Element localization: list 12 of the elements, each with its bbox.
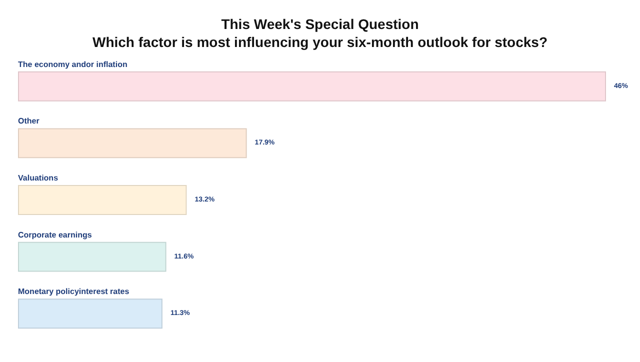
y-tick-label: Valuations [18,174,59,183]
bar [18,298,162,329]
y-tick-label: Other [18,116,40,126]
y-tick-label: Corporate earnings [18,230,92,240]
chart-title: This Week's Special Question [221,16,419,32]
bar [18,242,166,272]
bar [18,128,247,158]
chart-subtitle: Which factor is most influencing your six-month outlook for stocks? [92,34,548,50]
y-tick-label: The economy andor inflation [18,60,128,69]
bar [18,185,187,215]
bar [18,71,606,102]
y-tick-label: Monetary policyinterest rates [18,287,130,296]
